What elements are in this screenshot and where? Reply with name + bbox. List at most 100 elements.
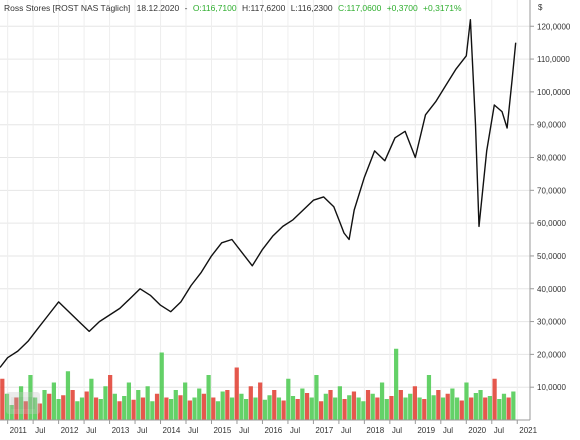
quote-date: 18.12.2020 bbox=[137, 3, 180, 13]
volume-bar bbox=[215, 401, 221, 420]
change-percent: +0,3171% bbox=[423, 3, 462, 13]
volume-bar bbox=[469, 397, 474, 420]
x-tick-label: 2017 bbox=[315, 426, 333, 435]
low-label: L: bbox=[291, 3, 298, 13]
volume-bar bbox=[450, 388, 455, 420]
x-tick-label: Jul bbox=[188, 426, 198, 435]
watermark-logo bbox=[6, 392, 40, 414]
volume-bar bbox=[253, 397, 258, 420]
volume-bar bbox=[197, 388, 202, 420]
volume-bar bbox=[394, 348, 399, 420]
volume-bar bbox=[454, 397, 460, 420]
volume-bar bbox=[51, 382, 56, 420]
volume-bar bbox=[464, 382, 469, 420]
volume-bar bbox=[140, 397, 146, 420]
x-tick-label: Jul bbox=[494, 426, 504, 435]
x-tick-label: Jul bbox=[86, 426, 96, 435]
volume-bar bbox=[108, 375, 113, 420]
volume-bar bbox=[201, 393, 207, 420]
volume-bar bbox=[65, 371, 71, 420]
volume-bar bbox=[286, 378, 291, 420]
volume-bar bbox=[79, 397, 85, 420]
volume-bar bbox=[426, 375, 432, 420]
x-tick-label: 2015 bbox=[213, 426, 231, 435]
volume-bar bbox=[178, 395, 183, 420]
volume-bar bbox=[225, 390, 230, 420]
volume-bar bbox=[272, 390, 277, 420]
x-tick-label: 2011 bbox=[10, 426, 28, 435]
volume-bar bbox=[408, 393, 413, 420]
volume-bar bbox=[258, 382, 263, 420]
volume-bar bbox=[211, 397, 216, 420]
volume-bar bbox=[384, 399, 389, 420]
y-tick-label: 110,0000 bbox=[537, 55, 570, 64]
x-tick-label: 2013 bbox=[112, 426, 130, 435]
volume-bar bbox=[281, 400, 286, 420]
volume-bar bbox=[262, 399, 267, 420]
x-tick-label: 2020 bbox=[468, 426, 486, 435]
volume-bar bbox=[229, 397, 235, 420]
change-value: +0,3700 bbox=[387, 3, 418, 13]
volume-bar bbox=[248, 386, 253, 420]
volume-bar bbox=[93, 397, 99, 420]
volume-bar bbox=[422, 399, 427, 420]
volume-bar bbox=[159, 352, 164, 420]
volume-bar bbox=[333, 397, 338, 420]
y-tick-label: 50,0000 bbox=[537, 252, 566, 261]
volume-bar bbox=[328, 390, 333, 420]
volume-bar bbox=[192, 397, 197, 420]
volume-bar bbox=[61, 395, 66, 420]
volume-bar bbox=[379, 382, 385, 420]
volume-bar bbox=[417, 397, 422, 420]
volume-bar bbox=[168, 399, 174, 420]
volume-bar bbox=[361, 401, 366, 420]
x-tick-label: Jul bbox=[239, 426, 249, 435]
volume-bar bbox=[398, 390, 403, 420]
volume-bar bbox=[478, 390, 483, 420]
x-tick-label: Jul bbox=[290, 426, 300, 435]
close-label: C: bbox=[338, 3, 347, 13]
volume-bar bbox=[112, 393, 117, 420]
volume-bar bbox=[511, 391, 516, 420]
volume-bar bbox=[56, 399, 61, 420]
x-tick-label: Jul bbox=[443, 426, 453, 435]
volume-bar bbox=[314, 375, 319, 420]
volume-bar bbox=[506, 397, 511, 420]
x-tick-label: 2021 bbox=[519, 426, 537, 435]
y-tick-label: 60,0000 bbox=[537, 219, 566, 228]
volume-bar bbox=[173, 390, 178, 420]
volume-bar bbox=[28, 375, 33, 420]
volume-bar bbox=[375, 397, 380, 420]
y-tick-label: 30,0000 bbox=[537, 318, 566, 327]
volume-bar bbox=[244, 399, 249, 420]
chart-header: Ross Stores [ROST NAS Täglich] 18.12.202… bbox=[4, 3, 462, 13]
volume-bar bbox=[412, 386, 418, 420]
volume-bar bbox=[220, 391, 225, 420]
y-tick-label: 80,0000 bbox=[537, 154, 566, 163]
volume-bar bbox=[42, 390, 47, 420]
volume-bar bbox=[84, 391, 89, 420]
volume-bar bbox=[501, 393, 507, 420]
high-label: H: bbox=[242, 3, 251, 13]
volume-bar bbox=[206, 375, 211, 420]
volume-bar bbox=[23, 401, 28, 420]
volume-bar bbox=[497, 399, 502, 420]
currency-label: $ bbox=[538, 3, 543, 12]
volume-bar bbox=[0, 378, 5, 420]
volume-bar bbox=[492, 378, 497, 420]
x-tick-label: 2018 bbox=[366, 426, 384, 435]
y-tick-label: 20,0000 bbox=[537, 350, 566, 359]
volume-bar bbox=[18, 386, 24, 420]
x-tick-label: Jul bbox=[341, 426, 351, 435]
volume-bar bbox=[47, 393, 52, 420]
volume-bar bbox=[290, 396, 296, 420]
volume-bar bbox=[351, 391, 357, 420]
price-series bbox=[0, 19, 517, 368]
volume-bar bbox=[126, 382, 132, 420]
x-tick-label: Jul bbox=[35, 426, 45, 435]
high-value: 117,6200 bbox=[251, 3, 286, 13]
volume-bar bbox=[89, 378, 94, 420]
volume-bar bbox=[234, 367, 239, 420]
volume-bar bbox=[389, 396, 394, 420]
